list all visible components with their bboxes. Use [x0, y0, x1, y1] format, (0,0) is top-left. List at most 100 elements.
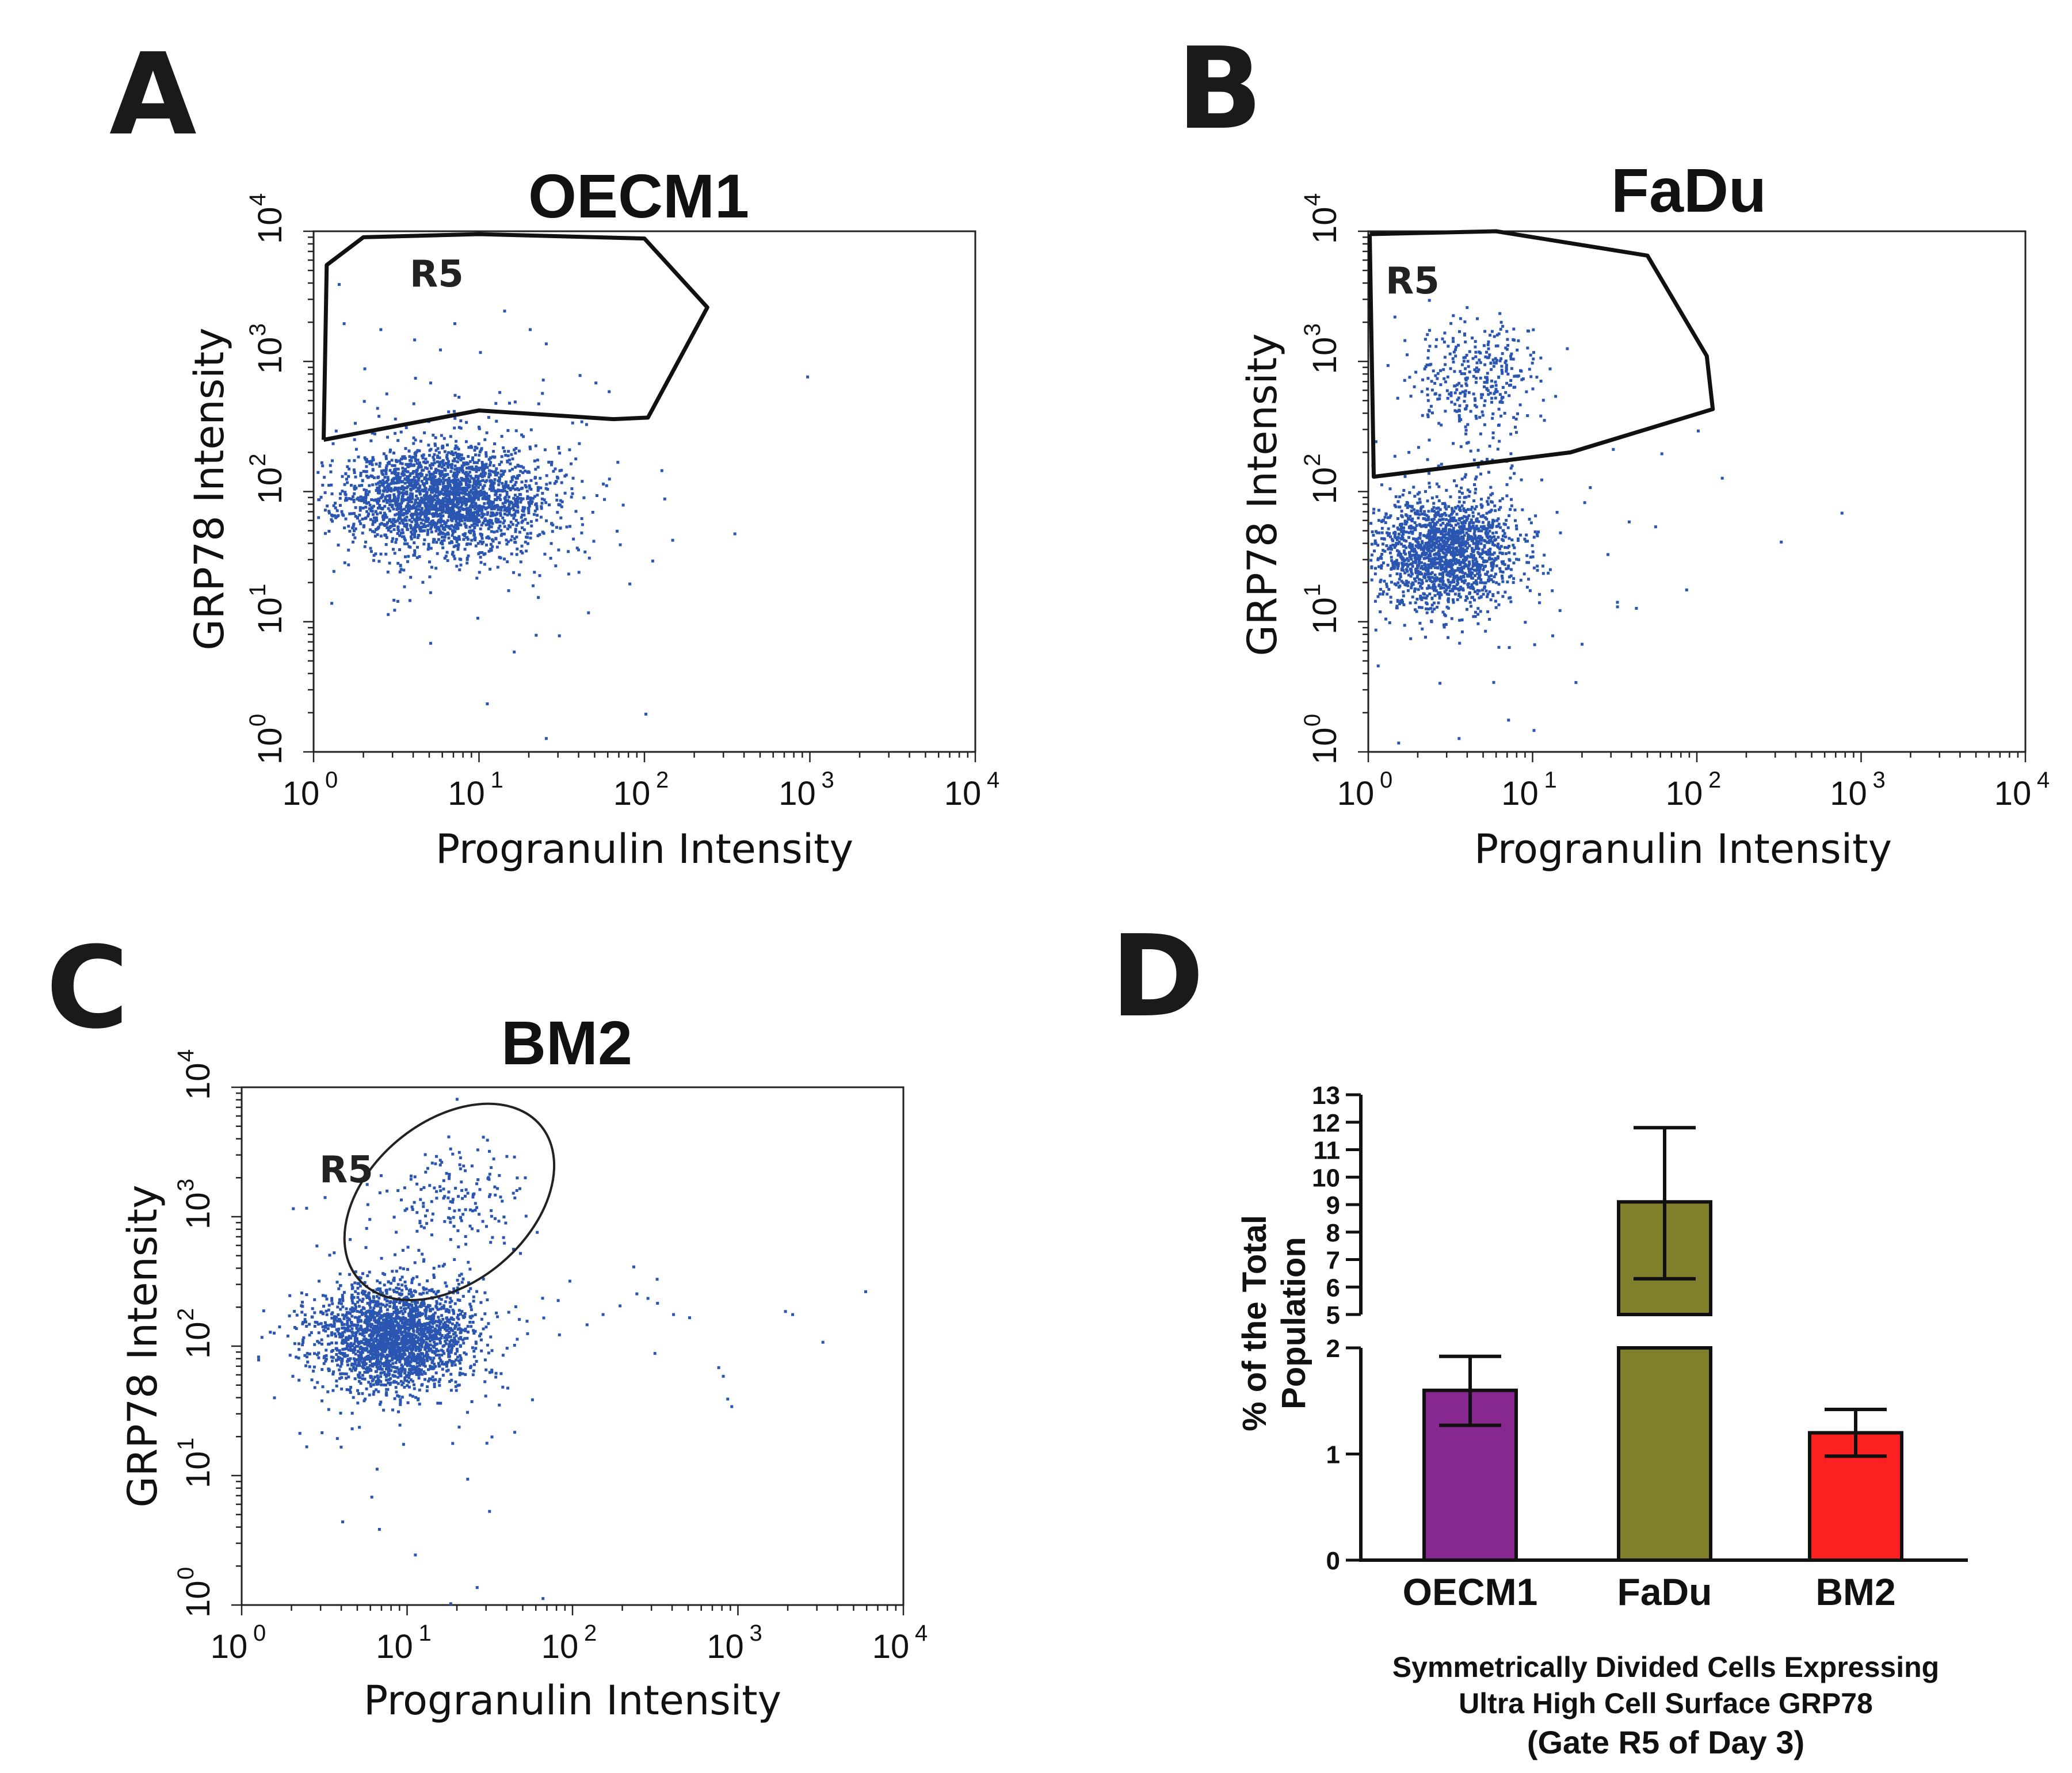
- panel-b-y-axis-label: GRP78 Intensity: [1239, 333, 1286, 656]
- panel-b-x-tick-label: 10: [1994, 775, 2032, 812]
- panel-a-x-tick-label: 10: [448, 775, 485, 812]
- panel-c-dots: [257, 1098, 867, 1606]
- panel-b-y-tick-exponent: 4: [1300, 193, 1325, 206]
- panel-b-y-tick-label: 10: [1306, 337, 1344, 375]
- panel-a-y-axis-label: GRP78 Intensity: [186, 327, 233, 650]
- panel-c-y-tick-label: 10: [180, 1192, 217, 1229]
- panel-b-y-tick-label: 10: [1306, 207, 1344, 244]
- panel-c-y-tick-label: 10: [180, 1580, 217, 1618]
- panel-c-y-tick-exponent: 0: [173, 1567, 199, 1580]
- panel-c-event-dots: [257, 1098, 867, 1606]
- panel-d-y-tick-label: 0: [1326, 1547, 1340, 1575]
- panel-c-x-tick-label: 10: [541, 1628, 579, 1665]
- panel-d-y-tick-label: 12: [1312, 1109, 1340, 1137]
- panel-c-y-tick-exponent: 2: [173, 1308, 199, 1321]
- panel-a-x-tick-label: 10: [779, 775, 816, 812]
- panel-a-y-tick-exponent: 1: [245, 584, 270, 597]
- panel-b-y-tick-label: 10: [1306, 597, 1344, 635]
- panel-d-bars: OECM1 FaDu BM2: [1403, 1126, 1903, 1613]
- panel-c-x-tick-exponent: 0: [253, 1621, 266, 1646]
- panel-a-x-tick-label: 10: [613, 775, 651, 812]
- panel-c-x-tick-label: 10: [376, 1628, 413, 1665]
- panel-a-title: OECM1: [528, 161, 749, 231]
- panel-a-y-tick-label: 10: [251, 337, 289, 375]
- panel-b-x-tick-exponent: 0: [1380, 767, 1392, 793]
- panel-c-x-tick-exponent: 4: [915, 1621, 928, 1646]
- panel-c-y-tick-exponent: 4: [173, 1049, 199, 1062]
- panel-d-bar-lower-FaDu: [1617, 1346, 1712, 1562]
- panel-c-gate-label: R5: [319, 1149, 373, 1191]
- panel-c-x-tick-exponent: 1: [419, 1621, 432, 1646]
- panel-a-x-tick-exponent: 3: [822, 767, 834, 793]
- panel-a-x-tick-exponent: 0: [325, 767, 338, 793]
- panel-d-y-tick-label: 8: [1326, 1219, 1340, 1247]
- panel-a-gate-label: R5: [410, 253, 464, 296]
- panel-a-y-tick-label: 10: [251, 727, 289, 765]
- panel-d-caption-line1: Symmetrically Divided Cells Expressing: [1392, 1651, 1939, 1683]
- panel-c-gate-outline: [343, 1102, 556, 1302]
- panel-a-x-tick-exponent: 2: [656, 767, 669, 793]
- panel-b-x-tick-exponent: 4: [2037, 767, 2050, 793]
- panel-d-y-axis-label-line2: Population: [1275, 1237, 1312, 1409]
- panel-c-y-tick-label: 10: [180, 1321, 217, 1359]
- panel-b-x-tick-exponent: 2: [1708, 767, 1721, 793]
- panel-letter-a: A: [109, 29, 197, 161]
- panel-letter-b: B: [1177, 24, 1262, 155]
- panel-a-plot-frame: [312, 230, 976, 753]
- panel-b-x-tick-label: 10: [1830, 775, 1867, 812]
- panel-a-y-tick-label: 10: [251, 467, 289, 505]
- panel-a-y-tick-exponent: 0: [245, 714, 270, 727]
- panel-d-y-axis-label-line1: % of the Total: [1236, 1215, 1273, 1431]
- panel-b-gate-r5: [1368, 229, 1715, 479]
- panel-letter-c: C: [46, 923, 129, 1054]
- panel-c-y-tick-label: 10: [180, 1063, 217, 1100]
- panel-a-gate-r5: [322, 232, 709, 442]
- panel-a-x-tick-label: 10: [283, 775, 320, 812]
- panel-a-gate-outline: [322, 232, 709, 442]
- panel-d-caption-line2: Ultra High Cell Surface GRP78: [1459, 1687, 1873, 1719]
- panel-c-x-tick-label: 10: [707, 1628, 744, 1665]
- panel-b-x-tick-label: 10: [1337, 775, 1375, 812]
- panel-d-category-label-OECM1: OECM1: [1403, 1571, 1538, 1613]
- panel-c-x-tick-label: 10: [872, 1628, 910, 1665]
- panel-b-y-tick-exponent: 3: [1300, 323, 1325, 336]
- panel-b-dots: [1369, 299, 1844, 745]
- panel-d-caption-line3: (Gate R5 of Day 3): [1527, 1724, 1804, 1760]
- panel-d-y-tick-label: 1: [1326, 1441, 1340, 1469]
- panel-a-y-tick-label: 10: [251, 597, 289, 635]
- panel-a-x-tick-exponent: 4: [987, 767, 999, 793]
- panel-c-x-tick-label: 10: [211, 1628, 248, 1665]
- panel-b-x-axis-label: Progranulin Intensity: [1474, 826, 1892, 873]
- panel-b-x-tick-exponent: 1: [1544, 767, 1557, 793]
- panel-c-y-axis-label: GRP78 Intensity: [119, 1184, 166, 1507]
- panel-a-y-tick-exponent: 2: [245, 453, 270, 466]
- panel-d-y-tick-label: 2: [1326, 1335, 1340, 1363]
- panel-b-y-tick-label: 10: [1306, 467, 1344, 505]
- panel-d-y-tick-label: 11: [1313, 1137, 1340, 1165]
- panel-b-x-tick-exponent: 3: [1873, 767, 1886, 793]
- panel-d-y-tick-label: 7: [1326, 1247, 1340, 1275]
- panel-b-title: FaDu: [1611, 155, 1766, 225]
- panel-c-y-tick-exponent: 1: [173, 1438, 199, 1450]
- panel-b-gate-outline: [1368, 229, 1715, 479]
- panel-a-y-tick-label: 10: [251, 207, 289, 244]
- panel-d-y-tick-label: 5: [1326, 1301, 1340, 1329]
- panel-d-y-tick-label: 6: [1326, 1274, 1340, 1302]
- panel-d-y-tick-label: 10: [1312, 1164, 1340, 1192]
- panel-a-x-tick-exponent: 1: [491, 767, 503, 793]
- panel-b-event-dots: [1369, 299, 1844, 745]
- panel-d-category-label-BM2: BM2: [1815, 1571, 1895, 1613]
- panel-c-x-tick-exponent: 3: [750, 1621, 762, 1646]
- panel-a-x-tick-label: 10: [944, 775, 982, 812]
- panel-d-category-label-FaDu: FaDu: [1617, 1571, 1712, 1613]
- panel-b-y-tick-exponent: 0: [1300, 714, 1325, 727]
- panel-d-y-tick-label: 9: [1326, 1191, 1340, 1220]
- panel-a-dots: [316, 283, 810, 740]
- panel-c-x-tick-exponent: 2: [584, 1621, 597, 1646]
